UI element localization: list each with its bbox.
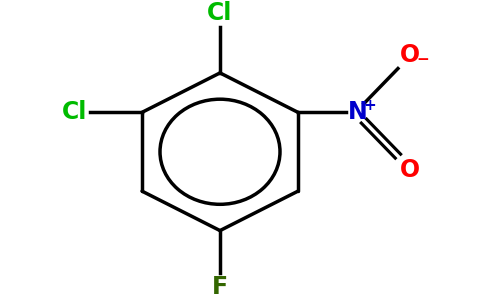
Text: O: O (400, 158, 420, 182)
Text: Cl: Cl (207, 1, 233, 25)
Text: N: N (348, 100, 368, 124)
Text: Cl: Cl (61, 100, 87, 124)
Text: −: − (416, 52, 429, 67)
Text: F: F (212, 275, 228, 299)
Text: O: O (400, 43, 420, 67)
Text: +: + (363, 98, 376, 113)
